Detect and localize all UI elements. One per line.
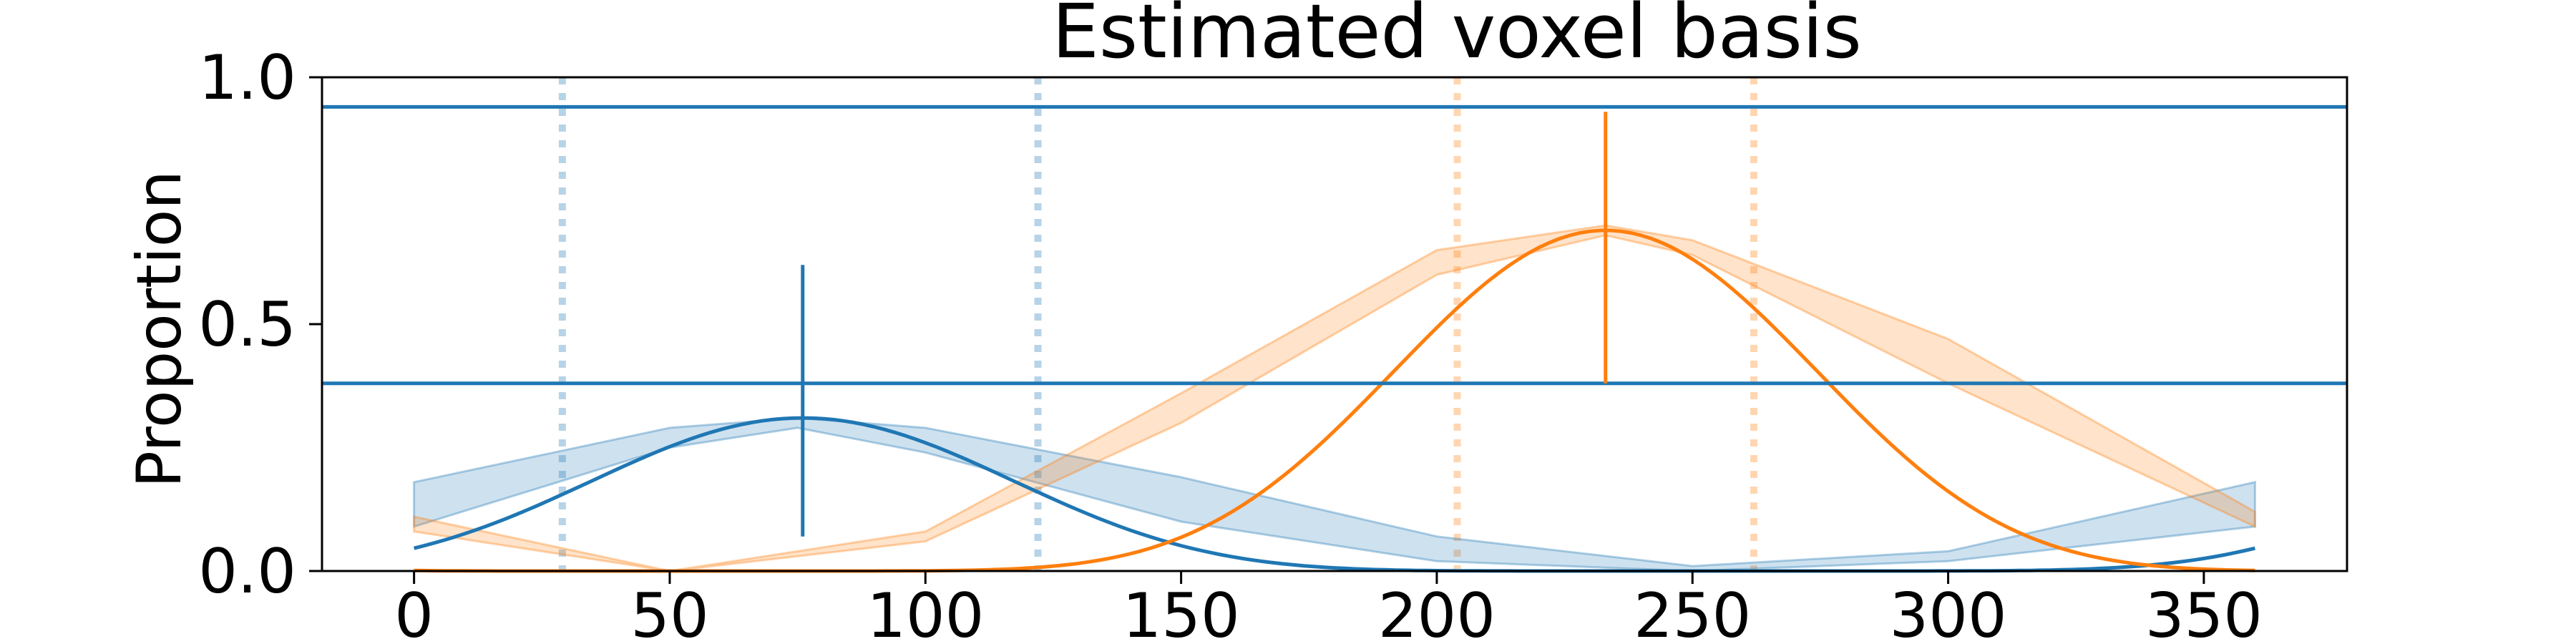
- x-tick-label-150: 150: [1123, 580, 1240, 644]
- x-tick-label-200: 200: [1378, 580, 1496, 644]
- x-tick-label-50: 50: [630, 580, 708, 644]
- y-axis-label: Proportion: [124, 170, 195, 488]
- plot-area: [322, 77, 2347, 573]
- y-tick-label-1.0: 1.0: [198, 42, 296, 114]
- series-0-band: [413, 416, 2256, 572]
- chart-title: Estimated voxel basis: [1052, 0, 1862, 75]
- x-tick-label-100: 100: [867, 580, 984, 644]
- x-tick-label-350: 350: [2145, 580, 2263, 644]
- axes: 0 50 100 150 200 250 300 350 0.0 0.5 1.0: [198, 42, 2263, 644]
- series-1-band: [413, 224, 2256, 572]
- y-tick-label-0.5: 0.5: [198, 289, 296, 361]
- x-tick-label-250: 250: [1634, 580, 1751, 644]
- y-tick-label-0.0: 0.0: [198, 536, 296, 608]
- x-tick-label-0: 0: [394, 580, 434, 644]
- x-tick-label-300: 300: [1889, 580, 2006, 644]
